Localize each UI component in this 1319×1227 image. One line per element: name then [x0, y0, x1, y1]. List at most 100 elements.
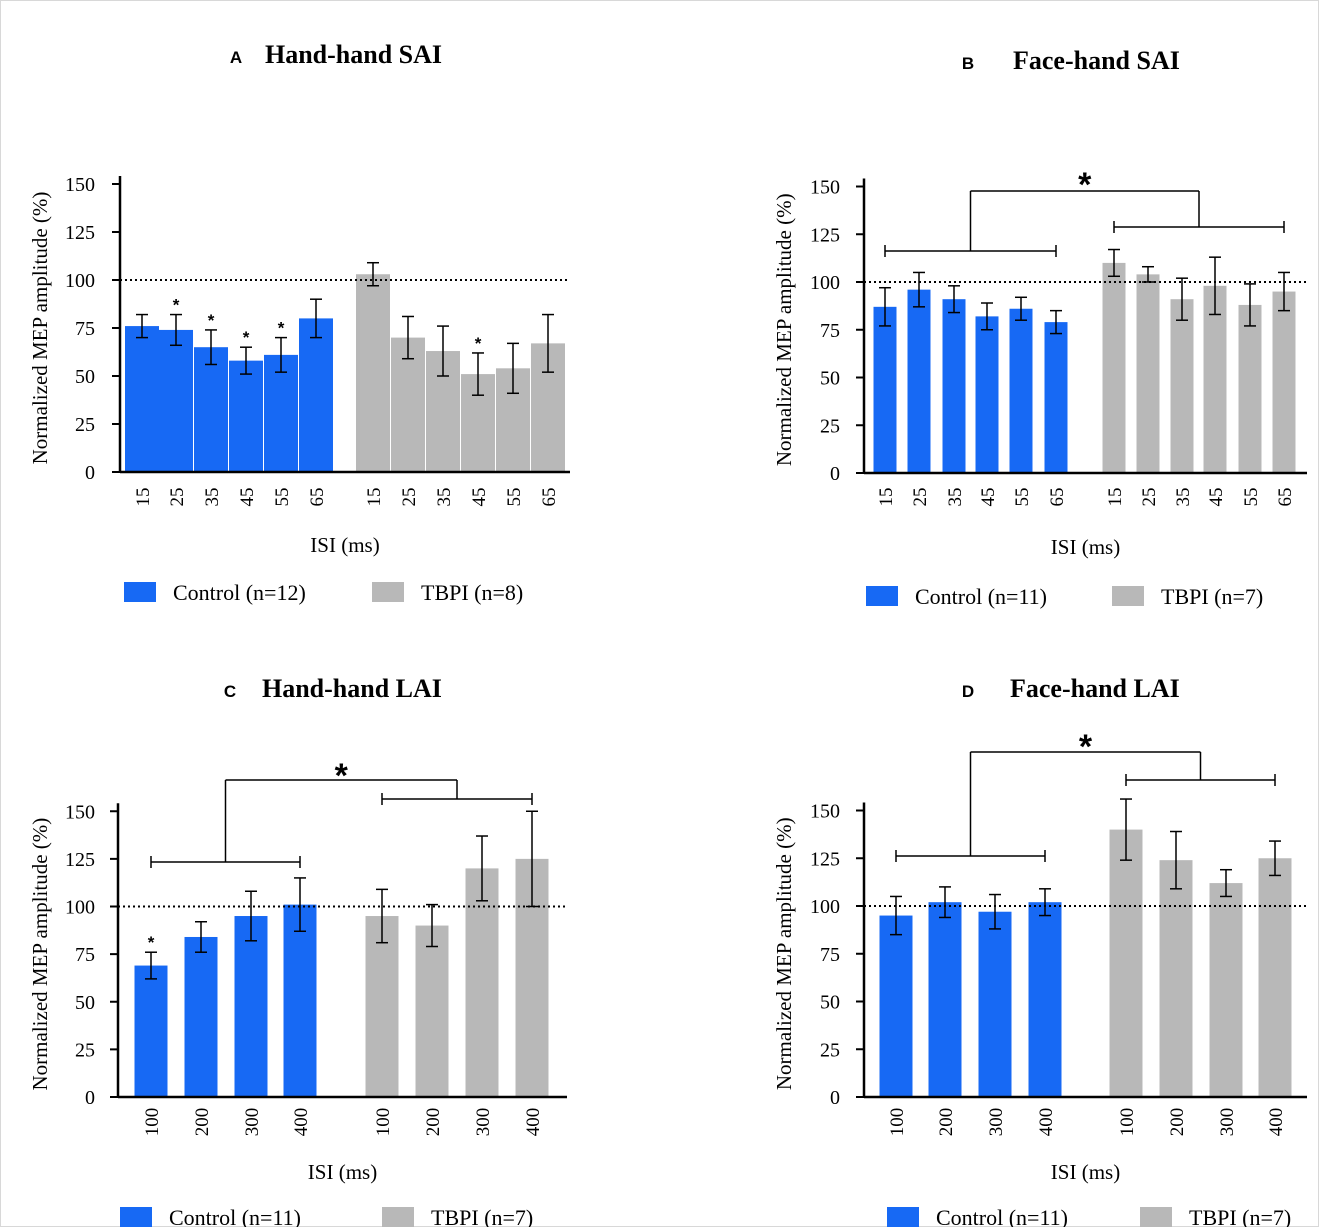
- error-bar: [426, 903, 438, 948]
- bar-tbpi-100: [365, 916, 399, 1097]
- error-bar: [1269, 840, 1281, 877]
- y-tick-label: 0: [85, 1087, 95, 1109]
- error-bar: [294, 877, 306, 933]
- bar-tbpi-35: [1170, 299, 1194, 473]
- group-comparison-bracket: [150, 779, 533, 868]
- y-tick-label: 25: [75, 1039, 95, 1061]
- legend-label-control: Control (n=11): [936, 1205, 1068, 1227]
- y-tick-label: 125: [65, 849, 95, 871]
- error-bar: [1050, 309, 1062, 335]
- bar-control-100: [879, 915, 913, 1097]
- bar-control-25: [159, 329, 193, 472]
- bar-control-25: [907, 289, 931, 473]
- error-bar: [472, 352, 484, 396]
- x-tick-label: 100: [887, 1108, 908, 1137]
- bar-tbpi-45: [1203, 285, 1227, 473]
- y-tick-label: 100: [810, 896, 840, 918]
- error-bar: [890, 895, 902, 936]
- error-bar: [913, 271, 925, 308]
- bar-control-45: [975, 316, 999, 473]
- x-tick-label: 15: [364, 488, 385, 507]
- x-tick-label: 400: [1036, 1108, 1057, 1137]
- y-tick-label: 25: [75, 414, 95, 436]
- y-tick-label: 50: [820, 992, 840, 1014]
- legend-label-control: Control (n=11): [169, 1205, 301, 1227]
- error-bar: [1170, 830, 1182, 890]
- bar-tbpi-200: [1159, 860, 1193, 1097]
- y-tick-label: 0: [830, 1087, 840, 1109]
- x-tick-label: 400: [523, 1108, 544, 1137]
- chart-title: Face-hand SAI: [1013, 46, 1180, 75]
- legend-label-tbpi: TBPI (n=7): [431, 1205, 533, 1227]
- x-tick-label: 35: [434, 488, 455, 507]
- bar-control-65: [299, 318, 333, 472]
- error-bar: [1176, 277, 1188, 321]
- error-bar: [1120, 798, 1132, 861]
- x-tick-label: 65: [1047, 488, 1068, 507]
- error-bar: [1015, 296, 1027, 321]
- chart-title: Hand-hand SAI: [265, 40, 442, 69]
- bar-control-300: [978, 911, 1012, 1097]
- error-bar: [402, 315, 414, 360]
- y-tick-label: 75: [75, 944, 95, 966]
- bar-tbpi-15: [1102, 262, 1126, 473]
- error-bar: [1108, 248, 1120, 278]
- y-tick-label: 125: [810, 224, 840, 246]
- significance-marker: *: [208, 311, 215, 330]
- x-axis-label: ISI (ms): [1051, 535, 1120, 559]
- bar-control-100: [134, 965, 168, 1097]
- x-tick-label: 25: [167, 488, 188, 507]
- bar-control-400: [1028, 902, 1062, 1097]
- x-tick-label: 100: [142, 1108, 163, 1137]
- legend-swatch-tbpi: [1112, 586, 1144, 606]
- error-bar: [136, 313, 148, 339]
- x-tick-label: 65: [307, 488, 328, 507]
- group-significance-marker: *: [1079, 728, 1093, 766]
- error-bar: [507, 342, 519, 395]
- bar-tbpi-65: [1272, 291, 1296, 473]
- bar-control-200: [928, 902, 962, 1097]
- error-bar: [205, 329, 217, 366]
- y-tick-label: 25: [820, 415, 840, 437]
- bar-tbpi-15: [356, 274, 390, 472]
- x-axis-label: ISI (ms): [310, 533, 379, 557]
- bar-control-65: [1044, 322, 1068, 473]
- error-bar: [1039, 888, 1051, 917]
- bar-control-35: [942, 299, 966, 473]
- error-bar: [1220, 868, 1232, 898]
- y-tick-label: 150: [65, 801, 95, 823]
- error-bar: [310, 298, 322, 339]
- y-axis-label: Normalized MEP amplitude (%): [28, 818, 52, 1091]
- error-bar: [245, 890, 257, 942]
- x-tick-label: 300: [1217, 1108, 1238, 1137]
- error-bar: [376, 888, 388, 944]
- error-bar: [879, 286, 891, 327]
- error-bar: [948, 285, 960, 314]
- x-tick-label: 55: [1012, 488, 1033, 507]
- y-axis-label: Normalized MEP amplitude (%): [28, 192, 52, 465]
- x-tick-label: 200: [1167, 1108, 1188, 1137]
- x-tick-label: 300: [242, 1108, 263, 1137]
- x-tick-label: 45: [1206, 488, 1227, 507]
- bar-control-15: [125, 326, 159, 472]
- legend-swatch-tbpi: [372, 582, 404, 602]
- x-tick-label: 15: [876, 488, 897, 507]
- error-bar: [939, 886, 951, 919]
- x-tick-label: 35: [202, 488, 223, 507]
- x-tick-label: 35: [945, 488, 966, 507]
- y-axis-label: Normalized MEP amplitude (%): [772, 193, 796, 466]
- bar-tbpi-25: [1136, 274, 1160, 473]
- bar-control-15: [873, 306, 897, 473]
- chart-panel-a: A Hand-hand SAI 15 * 25 * 35 * 45 * 55 65 15 25 35 * 45 5…: [28, 40, 570, 605]
- x-axis-label: ISI (ms): [308, 1160, 377, 1184]
- y-tick-label: 75: [820, 320, 840, 342]
- x-tick-label: 45: [237, 488, 258, 507]
- bar-tbpi-200: [415, 925, 449, 1097]
- x-tick-label: 55: [272, 488, 293, 507]
- bar-tbpi-100: [1109, 829, 1143, 1097]
- y-tick-label: 75: [75, 318, 95, 340]
- x-tick-label: 65: [539, 488, 560, 507]
- legend-label-tbpi: TBPI (n=7): [1189, 1205, 1291, 1227]
- x-tick-label: 300: [986, 1108, 1007, 1137]
